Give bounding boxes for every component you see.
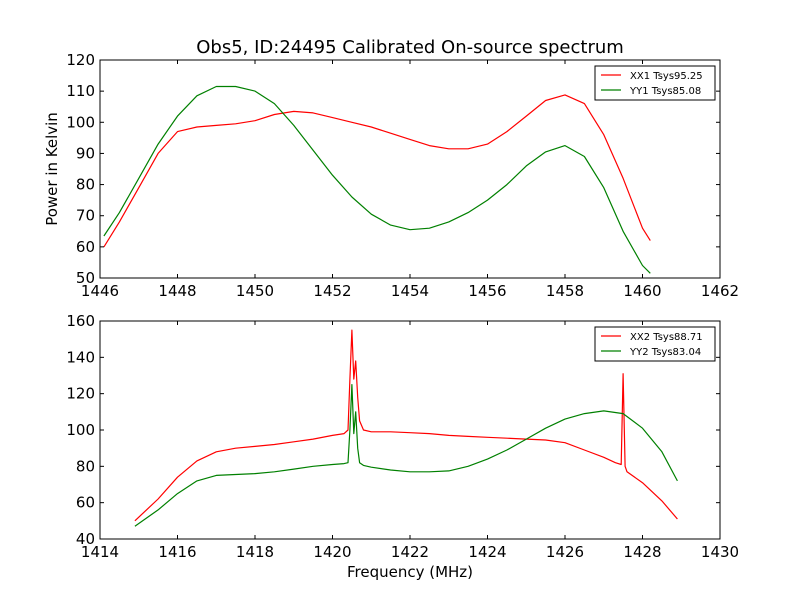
x-tick-label: 1426 bbox=[546, 543, 584, 561]
y-tick-label: 80 bbox=[76, 176, 95, 194]
y-tick-label: 140 bbox=[66, 348, 95, 366]
x-tick-label: 1418 bbox=[236, 543, 274, 561]
x-tick-label: 1456 bbox=[468, 282, 506, 300]
x-tick-label: 1450 bbox=[236, 282, 274, 300]
x-tick-label: 1430 bbox=[701, 543, 739, 561]
x-tick-label: 1462 bbox=[701, 282, 739, 300]
series-line-2 bbox=[134, 384, 678, 527]
x-tick-label: 1454 bbox=[391, 282, 429, 300]
y-axis-label: Power in Kelvin bbox=[43, 112, 61, 226]
chart-title: Obs5, ID:24495 Calibrated On-source spec… bbox=[196, 37, 624, 58]
x-tick-label: 1422 bbox=[391, 543, 429, 561]
y-tick-label: 100 bbox=[66, 113, 95, 131]
x-tick-label: 1446 bbox=[81, 282, 119, 300]
y-tick-label: 80 bbox=[76, 457, 95, 475]
legend: XX1 Tsys95.25 YY1 Tsys85.08 bbox=[594, 65, 716, 101]
y-tick-label: 120 bbox=[66, 385, 95, 403]
top-spectrum-panel: 1446 1448 1450 1452 1454 1456 1458 1460 1462 50 60… bbox=[66, 51, 739, 300]
x-tick-label: 1452 bbox=[313, 282, 351, 300]
legend-label: XX2 Tsys88.71 bbox=[630, 332, 703, 343]
y-tick-label: 40 bbox=[76, 530, 95, 548]
series-line-2 bbox=[103, 85, 651, 274]
series-line-1 bbox=[103, 94, 651, 248]
x-tick-label: 1416 bbox=[158, 543, 196, 561]
legend-label: YY1 Tsys85.08 bbox=[629, 86, 701, 97]
y-tick-label: 70 bbox=[76, 207, 95, 225]
legend-box bbox=[594, 326, 716, 362]
x-tick-label: 1448 bbox=[158, 282, 196, 300]
bottom-spectrum-panel: 1414 1416 1418 1420 1422 1424 1426 1428 1430 40 60… bbox=[66, 312, 739, 561]
legend: XX2 Tsys88.71 YY2 Tsys83.04 bbox=[594, 326, 716, 362]
x-tick-label: 1424 bbox=[468, 543, 506, 561]
y-tick-label: 100 bbox=[66, 421, 95, 439]
y-tick-label: 110 bbox=[66, 82, 95, 100]
legend-label: XX1 Tsys95.25 bbox=[630, 71, 703, 82]
y-tick-label: 120 bbox=[66, 51, 95, 69]
x-axis-label: Frequency (MHz) bbox=[347, 563, 473, 581]
series-line-1 bbox=[134, 329, 678, 522]
y-tick-label: 60 bbox=[76, 238, 95, 256]
x-tick-label: 1420 bbox=[313, 543, 351, 561]
y-tick-label: 60 bbox=[76, 494, 95, 512]
legend-label: YY2 Tsys83.04 bbox=[629, 347, 701, 358]
x-tick-label: 1458 bbox=[546, 282, 584, 300]
y-tick-label: 90 bbox=[76, 144, 95, 162]
x-tick-label: 1428 bbox=[623, 543, 661, 561]
legend-box bbox=[594, 65, 716, 101]
x-tick-label: 1414 bbox=[81, 543, 119, 561]
x-tick-label: 1460 bbox=[623, 282, 661, 300]
y-tick-label: 160 bbox=[66, 312, 95, 330]
y-tick-label: 50 bbox=[76, 269, 95, 287]
